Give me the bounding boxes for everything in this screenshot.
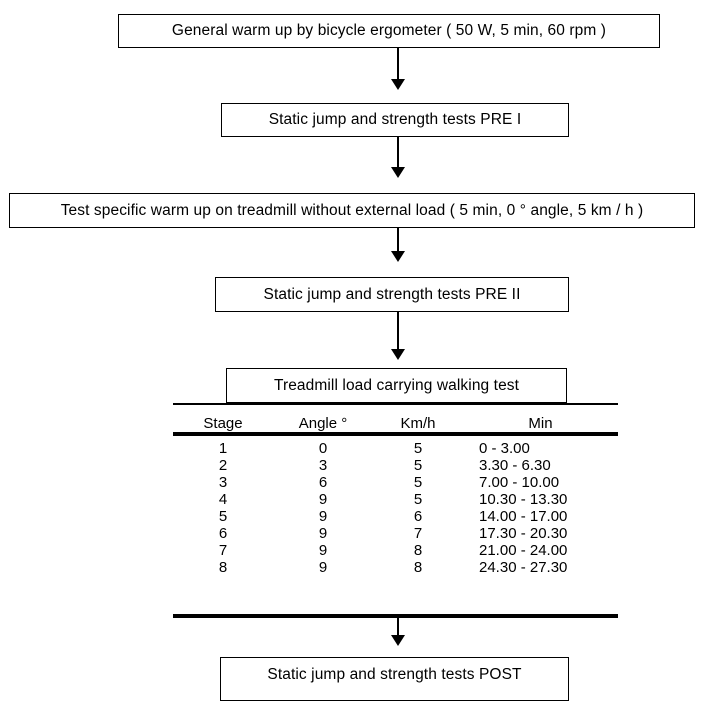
cell-kmh: 5 bbox=[413, 440, 423, 457]
header-stage: Stage bbox=[203, 414, 243, 432]
cell-kmh: 7 bbox=[413, 525, 423, 542]
cell-kmh: 5 bbox=[413, 474, 423, 491]
cell-angle: 9 bbox=[318, 491, 328, 508]
cell-min: 3.30 - 6.30 bbox=[479, 457, 551, 474]
step-post-label: Static jump and strength tests POST bbox=[267, 666, 522, 683]
cell-angle: 9 bbox=[318, 542, 328, 559]
cell-stage: 7 bbox=[218, 542, 228, 559]
step-pre2-label: Static jump and strength tests PRE II bbox=[263, 285, 521, 303]
arrow-down-icon bbox=[391, 618, 405, 646]
cell-kmh: 5 bbox=[413, 457, 423, 474]
table-row: 7 9 8 21.00 - 24.00 bbox=[173, 542, 618, 559]
step-pre1-label: Static jump and strength tests PRE I bbox=[268, 111, 522, 128]
cell-min: 17.30 - 20.30 bbox=[479, 525, 568, 542]
cell-angle: 3 bbox=[318, 457, 328, 474]
step-general-warmup-label: General warm up by bicycle ergometer ( 5… bbox=[171, 22, 607, 39]
step-general-warmup: General warm up by bicycle ergometer ( 5… bbox=[118, 14, 660, 48]
table-row: 5 9 6 14.00 - 17.00 bbox=[173, 508, 618, 525]
cell-min: 21.00 - 24.00 bbox=[479, 542, 568, 559]
table-row: 4 9 5 10.30 - 13.30 bbox=[173, 491, 618, 508]
cell-min: 10.30 - 13.30 bbox=[479, 491, 568, 508]
cell-kmh: 8 bbox=[413, 542, 423, 559]
cell-min: 24.30 - 27.30 bbox=[479, 559, 568, 576]
cell-angle: 9 bbox=[318, 559, 328, 576]
cell-angle: 0 bbox=[318, 440, 328, 457]
table-header-rule bbox=[173, 432, 618, 436]
cell-stage: 8 bbox=[218, 559, 228, 576]
cell-min: 0 - 3.00 bbox=[479, 440, 530, 457]
cell-kmh: 5 bbox=[413, 491, 423, 508]
cell-kmh: 8 bbox=[413, 559, 423, 576]
table-bottom-rule bbox=[173, 614, 618, 618]
header-min: Min bbox=[528, 414, 553, 432]
table-row: 3 6 5 7.00 - 10.00 bbox=[173, 474, 618, 491]
header-kmh: Km/h bbox=[400, 414, 436, 432]
table-header-row: Stage Angle ° Km/h Min bbox=[173, 412, 618, 434]
cell-stage: 6 bbox=[218, 525, 228, 542]
arrow-down-icon bbox=[391, 228, 405, 262]
stage-table: Stage Angle ° Km/h Min 1 0 5 0 - 3.00 2 … bbox=[173, 412, 618, 577]
table-row: 8 9 8 24.30 - 27.30 bbox=[173, 559, 618, 576]
cell-stage: 1 bbox=[218, 440, 228, 457]
step-specific-warmup-label: Test specific warm up on treadmill witho… bbox=[60, 201, 644, 219]
table-row: 1 0 5 0 - 3.00 bbox=[173, 440, 618, 457]
step-treadmill-test-label: Treadmill load carrying walking test bbox=[273, 376, 520, 394]
step-pre1: Static jump and strength tests PRE I bbox=[221, 103, 569, 137]
step-pre2: Static jump and strength tests PRE II bbox=[215, 277, 569, 312]
arrow-down-icon bbox=[391, 137, 405, 178]
cell-stage: 5 bbox=[218, 508, 228, 525]
header-angle: Angle ° bbox=[298, 414, 348, 432]
cell-kmh: 6 bbox=[413, 508, 423, 525]
table-row: 2 3 5 3.30 - 6.30 bbox=[173, 457, 618, 474]
cell-min: 14.00 - 17.00 bbox=[479, 508, 568, 525]
cell-stage: 2 bbox=[218, 457, 228, 474]
step-specific-warmup: Test specific warm up on treadmill witho… bbox=[9, 193, 695, 228]
cell-angle: 6 bbox=[318, 474, 328, 491]
table-row: 6 9 7 17.30 - 20.30 bbox=[173, 525, 618, 542]
cell-stage: 4 bbox=[218, 491, 228, 508]
cell-stage: 3 bbox=[218, 474, 228, 491]
cell-angle: 9 bbox=[318, 525, 328, 542]
table-top-rule bbox=[173, 403, 618, 405]
arrow-down-icon bbox=[391, 312, 405, 360]
cell-min: 7.00 - 10.00 bbox=[479, 474, 560, 491]
cell-angle: 9 bbox=[318, 508, 328, 525]
arrow-down-icon bbox=[391, 48, 405, 90]
step-treadmill-test: Treadmill load carrying walking test bbox=[226, 368, 567, 403]
step-post: Static jump and strength tests POST bbox=[220, 657, 569, 701]
